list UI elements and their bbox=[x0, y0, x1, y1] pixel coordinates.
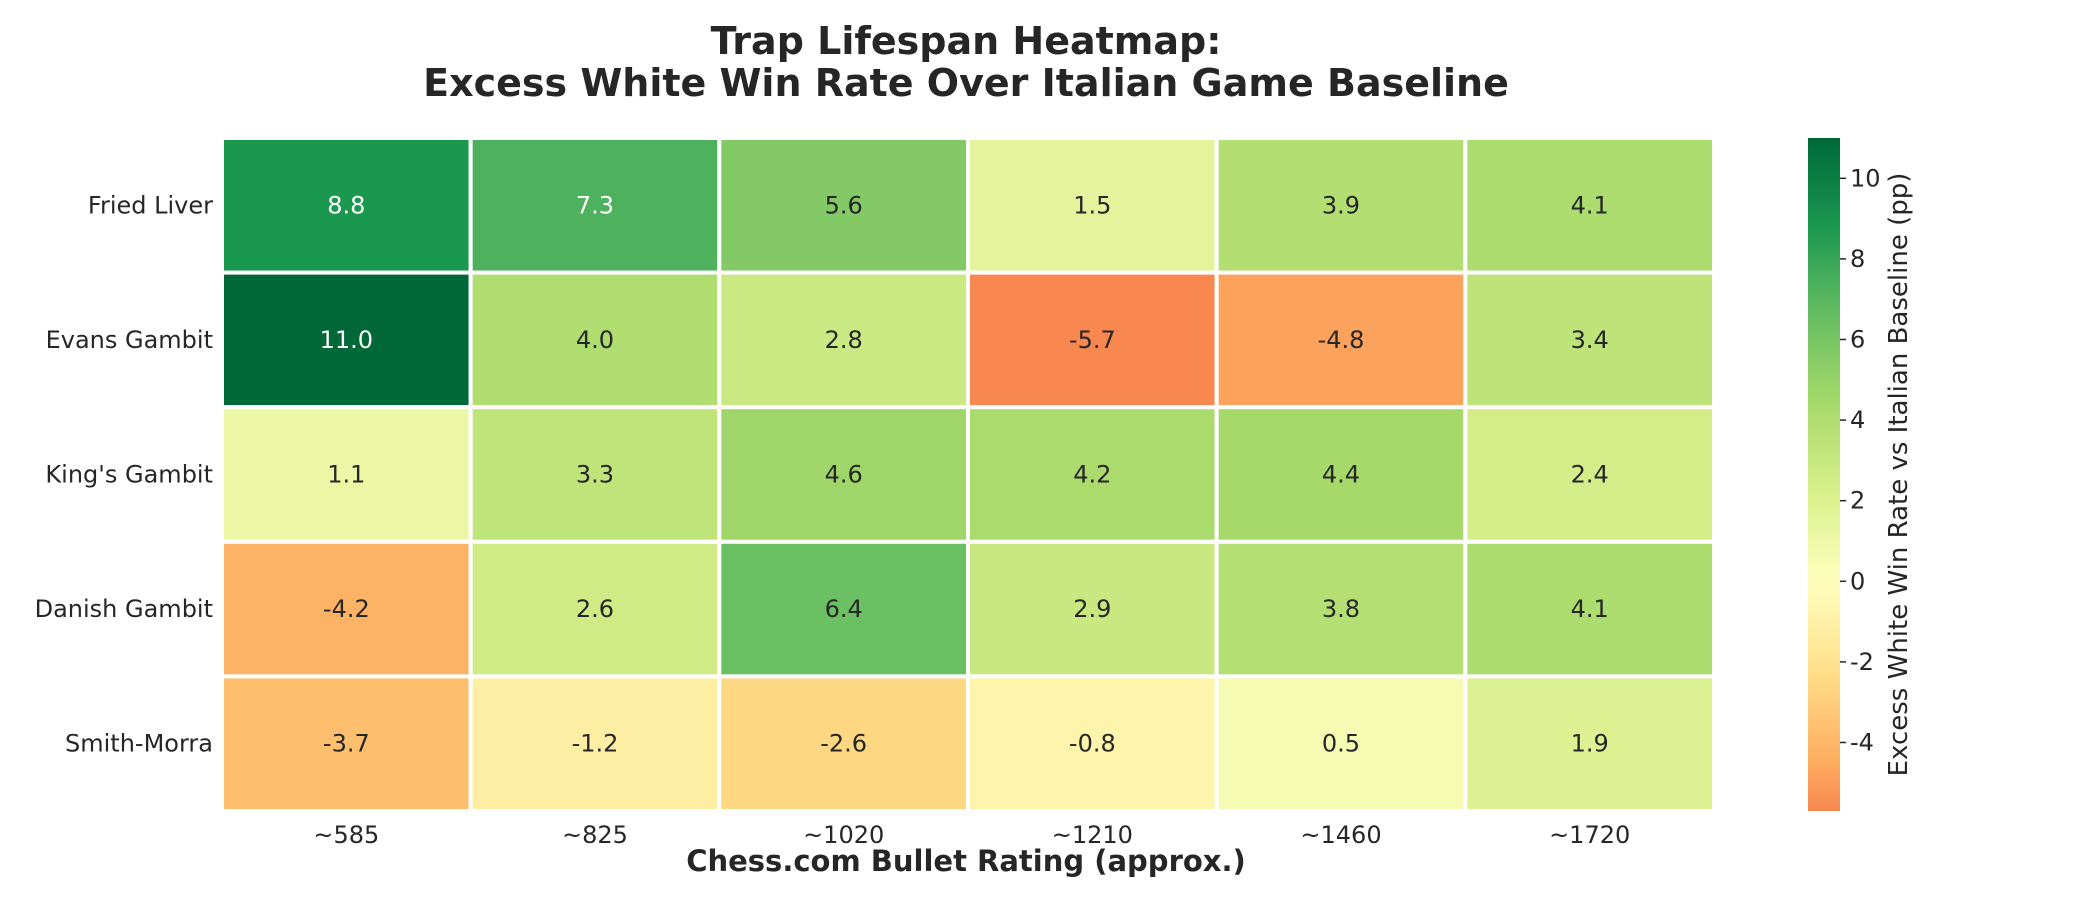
cell-value-label: 11.0 bbox=[320, 326, 373, 354]
cell-value-label: 2.6 bbox=[576, 595, 614, 623]
cell-value-label: 2.8 bbox=[825, 326, 863, 354]
colorbar-tick-label: -4 bbox=[1850, 728, 1874, 756]
heatmap-cell bbox=[1214, 539, 1468, 679]
heatmap-cell bbox=[220, 136, 473, 275]
cell-value-label: 4.0 bbox=[576, 326, 614, 354]
cell-value-label: 4.1 bbox=[1571, 595, 1609, 623]
heatmap-cell bbox=[966, 539, 1219, 679]
colorbar-tick-label: 4 bbox=[1850, 406, 1865, 434]
colorbar-tick-label: 0 bbox=[1850, 567, 1865, 595]
heatmap-cell bbox=[1214, 674, 1468, 814]
cell-value-label: -0.8 bbox=[1069, 730, 1116, 758]
cell-value-label: -4.2 bbox=[323, 595, 370, 623]
heatmap-cell bbox=[468, 136, 722, 275]
column-labels: ~585 ~825 ~1020 ~1210 ~1460 ~1720 bbox=[313, 821, 1630, 849]
row-label: Smith-Morra bbox=[65, 730, 213, 758]
row-label: Evans Gambit bbox=[46, 326, 213, 354]
cell-value-label: 8.8 bbox=[327, 191, 365, 219]
cell-value-label: 4.4 bbox=[1322, 461, 1360, 489]
cell-value-label: 3.8 bbox=[1322, 595, 1360, 623]
column-label: ~825 bbox=[562, 821, 628, 849]
heatmap-cell bbox=[1463, 270, 1717, 410]
column-label: ~585 bbox=[313, 821, 379, 849]
colorbar-title: Excess White Win Rate vs Italian Baselin… bbox=[1884, 173, 1914, 777]
heatmap-cell bbox=[468, 270, 722, 410]
colorbar-gradient bbox=[1808, 138, 1840, 811]
cell-value-label: 4.2 bbox=[1073, 461, 1111, 489]
cell-value-label: 1.1 bbox=[327, 461, 365, 489]
heatmap-cell bbox=[1463, 674, 1717, 814]
cell-value-label: -4.8 bbox=[1318, 326, 1365, 354]
heatmap-cell bbox=[1463, 405, 1717, 544]
cell-value-label: 4.6 bbox=[825, 461, 863, 489]
cell-value-label: -3.7 bbox=[323, 730, 370, 758]
heatmap-cell bbox=[220, 674, 473, 814]
row-label: King's Gambit bbox=[45, 461, 213, 489]
cell-value-label: -1.2 bbox=[572, 730, 619, 758]
cell-value-label: 2.9 bbox=[1073, 595, 1111, 623]
cell-value-label: 1.5 bbox=[1073, 191, 1111, 219]
cell-value-label: -2.6 bbox=[820, 730, 867, 758]
heatmap-cell bbox=[468, 405, 722, 544]
column-label: ~1210 bbox=[1052, 821, 1133, 849]
cell-value-label: 5.6 bbox=[825, 191, 863, 219]
heatmap-cell bbox=[1463, 136, 1717, 275]
column-label: ~1460 bbox=[1300, 821, 1381, 849]
heatmap-cell bbox=[220, 539, 473, 679]
heatmap-cell bbox=[1214, 405, 1468, 544]
chart-title-line-2: Excess White Win Rate Over Italian Game … bbox=[423, 61, 1509, 105]
colorbar: -4 -2 0 2 4 6 8 10 Excess White Win Rate vs Ita… bbox=[1808, 138, 1914, 811]
x-axis-title: Chess.com Bullet Rating (approx.) bbox=[686, 844, 1246, 878]
cell-value-label: 7.3 bbox=[576, 191, 614, 219]
colorbar-tick-label: 8 bbox=[1850, 245, 1865, 273]
heatmap-cell bbox=[966, 405, 1219, 544]
row-label: Fried Liver bbox=[88, 191, 213, 219]
row-label: Danish Gambit bbox=[35, 595, 213, 623]
cell-value-label: 3.9 bbox=[1322, 191, 1360, 219]
cell-value-label: 2.4 bbox=[1571, 461, 1609, 489]
cell-value-label: -5.7 bbox=[1069, 326, 1116, 354]
cell-value-label: 4.1 bbox=[1571, 191, 1609, 219]
row-labels: Fried Liver Evans Gambit King's Gambit Dani… bbox=[35, 191, 214, 757]
heatmap-cell bbox=[966, 270, 1219, 410]
cell-value-label: 1.9 bbox=[1571, 730, 1609, 758]
colorbar-tick-label: -2 bbox=[1850, 648, 1874, 676]
cell-value-label: 3.4 bbox=[1571, 326, 1609, 354]
column-label: ~1720 bbox=[1549, 821, 1630, 849]
heatmap-cell bbox=[717, 674, 970, 814]
cell-value-label: 6.4 bbox=[825, 595, 863, 623]
heatmap-cell bbox=[1463, 539, 1717, 679]
cell-value-label: 3.3 bbox=[576, 461, 614, 489]
chart-title-line-1: Trap Lifespan Heatmap: bbox=[711, 19, 1222, 63]
colorbar-tick-label: 6 bbox=[1850, 325, 1865, 353]
column-label: ~1020 bbox=[803, 821, 884, 849]
colorbar-tick-label: 2 bbox=[1850, 487, 1865, 515]
heatmap-cell bbox=[966, 674, 1219, 814]
heatmap-cell bbox=[468, 539, 722, 679]
colorbar-ticks: -4 -2 0 2 4 6 8 10 bbox=[1840, 164, 1881, 756]
cell-value-label: 0.5 bbox=[1322, 730, 1360, 758]
colorbar-tick-label: 10 bbox=[1850, 164, 1881, 192]
heatmap-cell bbox=[717, 539, 970, 679]
heatmap-cells: 8.8 7.3 5.6 1.5 3.9 4.1 11.0 4.0 2.8 -5.7 -4.8 3.4 1… bbox=[220, 136, 1717, 814]
